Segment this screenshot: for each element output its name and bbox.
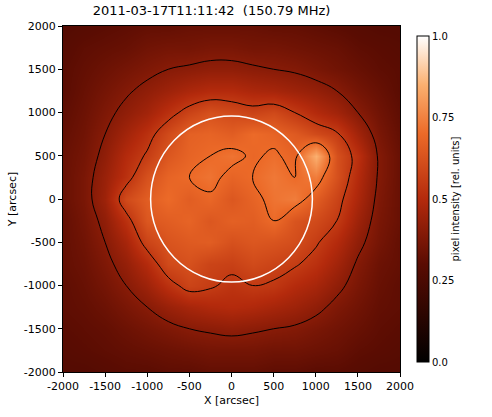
svg-text:2000: 2000 [28,20,56,33]
svg-text:500: 500 [35,150,56,163]
svg-text:-2000: -2000 [47,380,79,393]
svg-text:1500: 1500 [344,380,372,393]
svg-text:1000: 1000 [28,106,56,119]
svg-text:2000: 2000 [386,380,414,393]
svg-text:-500: -500 [177,380,202,393]
svg-text:0.75: 0.75 [432,112,454,123]
svg-text:-1000: -1000 [24,279,56,292]
svg-text:0: 0 [49,193,56,206]
svg-text:-1500: -1500 [89,380,121,393]
svg-text:-1000: -1000 [131,380,163,393]
svg-text:1.0: 1.0 [432,31,448,42]
svg-text:500: 500 [263,380,284,393]
svg-text:1500: 1500 [28,63,56,76]
svg-text:X [arcsec]: X [arcsec] [204,394,259,407]
svg-text:-2000: -2000 [24,366,56,379]
svg-text:Y [arcsec]: Y [arcsec] [6,172,19,227]
svg-text:0.0: 0.0 [432,357,448,368]
svg-text:-500: -500 [31,236,56,249]
svg-text:0: 0 [228,380,235,393]
svg-text:1000: 1000 [302,380,330,393]
svg-text:2011-03-17T11:11:42 (150.79 M: 2011-03-17T11:11:42 (150.79 MHz) [93,3,331,18]
svg-text:-1500: -1500 [24,323,56,336]
svg-text:pixel intensity [rel. units]: pixel intensity [rel. units] [450,136,461,261]
svg-text:0.5: 0.5 [432,194,448,205]
svg-text:0.25: 0.25 [432,275,454,286]
